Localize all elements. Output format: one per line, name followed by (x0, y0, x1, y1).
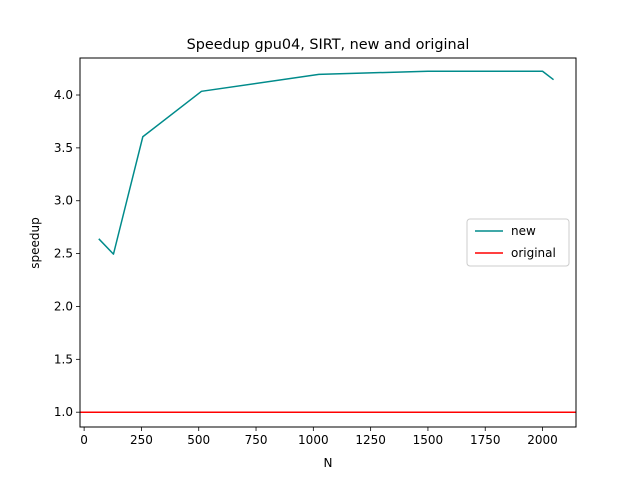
series-line-new (98, 70, 554, 255)
plot-frame (79, 57, 577, 428)
y-axis-label: speedup (28, 217, 42, 268)
x-tick-label: 0 (80, 433, 88, 447)
y-tick-label: 4.0 (54, 88, 73, 102)
legend-label-original: original (511, 246, 556, 260)
x-tick-label: 1750 (470, 433, 501, 447)
chart-title: Speedup gpu04, SIRT, new and original (187, 37, 470, 53)
x-tick-label: 1250 (355, 433, 386, 447)
y-tick-label: 2.0 (54, 299, 73, 313)
x-tick-label: 500 (187, 433, 210, 447)
x-tick-label: 1500 (413, 433, 444, 447)
y-tick-label: 3.5 (54, 141, 73, 155)
y-tick-label: 1.0 (54, 405, 73, 419)
x-tick-label: 1000 (298, 433, 329, 447)
x-tick-label: 750 (245, 433, 268, 447)
x-tick-label: 250 (130, 433, 153, 447)
y-tick-label: 1.5 (54, 352, 73, 366)
y-tick-label: 3.0 (54, 194, 73, 208)
y-tick-label: 2.5 (54, 247, 73, 261)
x-tick-label: 2000 (527, 433, 558, 447)
legend: new original (466, 218, 570, 267)
y-axis-ticks: 1.0 1.5 2.0 2.5 3.0 3.5 4.0 (54, 88, 80, 419)
x-axis-label: N (324, 456, 333, 470)
legend-label-new: new (511, 224, 536, 238)
x-axis-ticks: 0 250 500 750 1000 1250 1500 1750 2000 (80, 427, 558, 447)
plot-area (80, 70, 576, 413)
